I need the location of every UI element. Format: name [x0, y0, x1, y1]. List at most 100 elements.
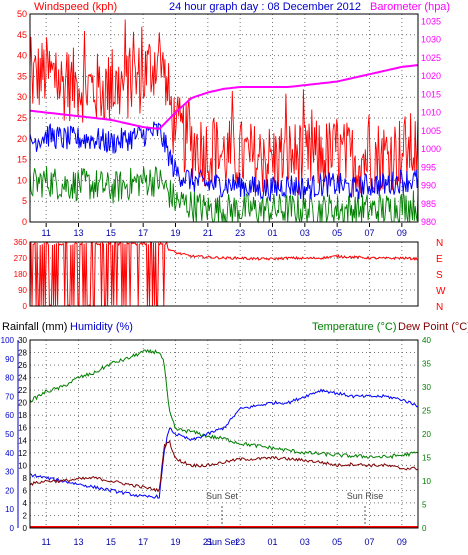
- y-left-tick-label: 0: [23, 302, 28, 311]
- y-temperature-tick-label: 30: [422, 383, 431, 392]
- barometer-axis-label: Barometer (hpa): [370, 1, 450, 13]
- x-tick-label: 01: [267, 537, 277, 547]
- y-humidity-tick-label: 6: [23, 486, 28, 495]
- rainfall-axis-label: Rainfall (mm): [2, 321, 67, 333]
- y-temperature-tick-label: 0: [422, 524, 427, 533]
- y-left-tick-label: 40: [17, 51, 27, 61]
- sunset-annotation: Sun Set: [206, 491, 239, 501]
- y-humidity-tick-label: 26: [18, 361, 27, 370]
- y-temperature-tick-label: 25: [422, 407, 431, 416]
- x-tick-label: 13: [73, 537, 83, 547]
- y-humidity-tick-label: 8: [23, 474, 28, 483]
- y-humidity-tick-label: 2: [23, 511, 28, 520]
- y-temperature-tick-label: 5: [422, 501, 427, 510]
- x-tick-label: 15: [106, 537, 116, 547]
- average-series-line: [29, 121, 419, 202]
- y-humidity-tick-label: 30: [18, 336, 27, 345]
- plot-frame: [29, 241, 419, 307]
- x-tick-label: 07: [364, 228, 374, 238]
- y-temperature-tick-label: 20: [422, 430, 431, 439]
- compass-label: E: [436, 254, 443, 265]
- compass-label: W: [436, 286, 446, 297]
- y-left-tick-label: 360: [14, 238, 28, 247]
- y-rain-tick-label: 100: [1, 336, 15, 345]
- x-tick-label: 23: [235, 228, 245, 238]
- x-tick-label: 05: [332, 228, 342, 238]
- temperature-series-line: [29, 348, 419, 460]
- x-tick-label: 11: [41, 537, 50, 547]
- y-temperature-tick-label: 40: [422, 336, 431, 345]
- x-tick-label: Sun Set: [206, 537, 239, 547]
- dewpoint-axis-label: Dew Point (°C): [398, 321, 468, 333]
- compass-label: N: [436, 238, 443, 249]
- y-humidity-tick-label: 20: [18, 399, 27, 408]
- y-left-tick-label: 50: [17, 9, 27, 19]
- y-humidity-tick-label: 12: [18, 449, 27, 458]
- y-left-tick-label: 90: [18, 286, 27, 295]
- x-tick-label: 19: [170, 537, 180, 547]
- chart-title: 24 hour graph day : 08 December 2012: [169, 1, 361, 13]
- y-temperature-tick-label: 10: [422, 477, 431, 486]
- y-rain-tick-label: 80: [5, 374, 14, 383]
- y-left-tick-label: 180: [14, 270, 28, 279]
- humidity-series-line: [29, 388, 418, 499]
- y-rain-tick-label: 70: [5, 392, 14, 401]
- y-right-tick-label: 1005: [421, 126, 441, 136]
- direction-series-line: [29, 241, 419, 308]
- x-tick-label: 13: [73, 228, 83, 238]
- y-left-tick-label: 5: [22, 196, 27, 206]
- y-left-tick-label: 270: [14, 254, 28, 263]
- y-humidity-tick-label: 22: [18, 386, 27, 395]
- x-tick-label: 05: [332, 537, 342, 547]
- humidity-axis-label: Humidity (%): [70, 321, 133, 333]
- y-rain-tick-label: 90: [5, 355, 14, 364]
- y-right-tick-label: 995: [421, 162, 436, 172]
- y-left-tick-label: 0: [22, 217, 27, 227]
- dewpoint-series-line: [29, 439, 419, 493]
- plot-border: [29, 241, 419, 307]
- x-tick-label: 17: [138, 228, 148, 238]
- y-left-tick-label: 20: [17, 134, 27, 144]
- y-rain-tick-label: 30: [5, 468, 14, 477]
- x-tick-label: 07: [364, 537, 374, 547]
- wind-barometer-panel: 0510152025303540455098098599099510001005…: [17, 9, 441, 238]
- x-tick-label: 03: [300, 537, 310, 547]
- temperature-axis-label: Temperature (°C): [312, 321, 396, 333]
- y-temperature-tick-label: 15: [422, 454, 431, 463]
- plot-border: [29, 339, 419, 529]
- x-tick-label: 01: [267, 228, 277, 238]
- y-right-tick-label: 1030: [421, 35, 441, 45]
- x-tick-label: 21: [203, 228, 213, 238]
- x-tick-label: 03: [300, 228, 310, 238]
- y-humidity-tick-label: 24: [18, 374, 27, 383]
- windspeed-axis-label: Windspeed (kph): [34, 1, 117, 13]
- x-tick-label: 15: [106, 228, 116, 238]
- y-rain-tick-label: 10: [5, 505, 14, 514]
- compass-label: S: [436, 270, 443, 281]
- y-right-tick-label: 990: [421, 181, 436, 191]
- y-left-tick-label: 30: [17, 92, 27, 102]
- barometer-series-line: [29, 64, 419, 130]
- y-humidity-tick-label: 18: [18, 411, 27, 420]
- y-right-tick-label: 1015: [421, 89, 441, 99]
- compass-label: N: [436, 302, 443, 313]
- x-tick-label: 09: [397, 537, 407, 547]
- y-humidity-tick-label: 4: [23, 499, 28, 508]
- y-humidity-tick-label: 14: [18, 436, 27, 445]
- y-right-tick-label: 1035: [421, 16, 441, 26]
- plot-border: [29, 13, 419, 223]
- y-rain-tick-label: 40: [5, 449, 14, 458]
- gust-series-line: [29, 19, 419, 197]
- y-rain-tick-label: 50: [5, 430, 14, 439]
- y-humidity-tick-label: 0: [23, 524, 28, 533]
- y-left-tick-label: 15: [17, 155, 27, 165]
- y-rain-tick-label: 60: [5, 411, 14, 420]
- y-right-tick-label: 1025: [421, 53, 441, 63]
- y-rain-tick-label: 20: [5, 486, 14, 495]
- y-humidity-tick-label: 16: [18, 424, 27, 433]
- y-right-tick-label: 985: [421, 199, 436, 209]
- y-rain-tick-label: 0: [10, 524, 15, 533]
- x-tick-label: 23: [235, 537, 245, 547]
- y-left-tick-label: 35: [17, 71, 27, 81]
